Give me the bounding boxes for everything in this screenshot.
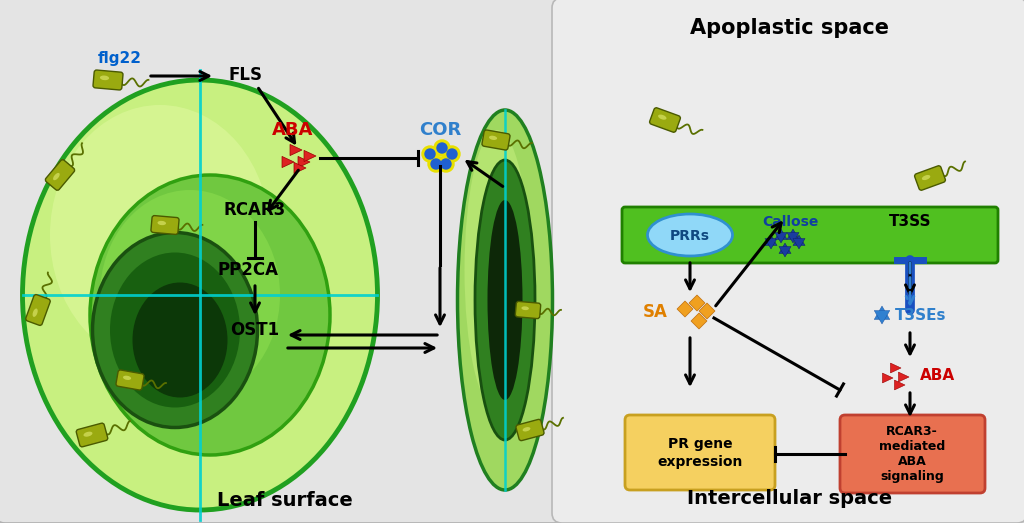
- Circle shape: [428, 156, 444, 172]
- Ellipse shape: [100, 190, 280, 400]
- FancyBboxPatch shape: [0, 0, 567, 523]
- Ellipse shape: [90, 175, 330, 455]
- Polygon shape: [304, 151, 316, 162]
- Text: Leaf surface: Leaf surface: [217, 491, 353, 509]
- Text: OST1: OST1: [230, 321, 280, 339]
- Polygon shape: [282, 156, 294, 167]
- Text: FLS: FLS: [228, 66, 262, 84]
- Ellipse shape: [84, 431, 92, 437]
- FancyBboxPatch shape: [552, 0, 1024, 523]
- Polygon shape: [891, 363, 901, 373]
- Polygon shape: [874, 306, 890, 320]
- FancyBboxPatch shape: [45, 160, 75, 190]
- Ellipse shape: [33, 309, 38, 317]
- Ellipse shape: [465, 130, 529, 410]
- Ellipse shape: [475, 160, 535, 440]
- FancyBboxPatch shape: [625, 415, 775, 490]
- Circle shape: [434, 140, 450, 156]
- FancyBboxPatch shape: [516, 419, 544, 441]
- Text: flg22: flg22: [98, 51, 142, 65]
- Text: SA: SA: [643, 303, 668, 321]
- Polygon shape: [765, 235, 777, 245]
- FancyBboxPatch shape: [151, 215, 179, 234]
- FancyBboxPatch shape: [76, 423, 108, 447]
- Ellipse shape: [92, 233, 257, 427]
- Polygon shape: [775, 233, 787, 243]
- Ellipse shape: [658, 115, 667, 120]
- Text: ABA: ABA: [272, 121, 313, 139]
- Polygon shape: [699, 303, 715, 319]
- Polygon shape: [290, 144, 302, 156]
- Ellipse shape: [489, 135, 497, 140]
- Polygon shape: [298, 156, 310, 167]
- Polygon shape: [786, 233, 799, 243]
- Polygon shape: [779, 243, 792, 254]
- Ellipse shape: [23, 80, 378, 510]
- Ellipse shape: [50, 105, 270, 365]
- Ellipse shape: [647, 214, 732, 256]
- Polygon shape: [793, 238, 805, 249]
- Ellipse shape: [100, 75, 110, 80]
- FancyBboxPatch shape: [649, 108, 680, 132]
- FancyBboxPatch shape: [26, 294, 50, 325]
- FancyBboxPatch shape: [914, 166, 945, 190]
- Circle shape: [425, 149, 435, 159]
- FancyBboxPatch shape: [515, 301, 541, 319]
- Text: RCAR3-
mediated
ABA
signaling: RCAR3- mediated ABA signaling: [879, 425, 945, 483]
- Circle shape: [447, 149, 457, 159]
- Ellipse shape: [522, 427, 530, 431]
- Polygon shape: [898, 372, 909, 382]
- Circle shape: [437, 143, 447, 153]
- Text: Intercellular space: Intercellular space: [687, 488, 893, 507]
- Polygon shape: [779, 246, 792, 257]
- Ellipse shape: [158, 221, 166, 225]
- Ellipse shape: [110, 253, 240, 407]
- Ellipse shape: [521, 306, 528, 310]
- Circle shape: [438, 156, 454, 172]
- Ellipse shape: [487, 200, 522, 400]
- Text: Apoplastic space: Apoplastic space: [690, 18, 890, 38]
- FancyBboxPatch shape: [482, 130, 510, 150]
- Text: ABA: ABA: [920, 369, 955, 383]
- Ellipse shape: [53, 173, 59, 180]
- Polygon shape: [883, 373, 893, 383]
- Polygon shape: [786, 229, 799, 240]
- Text: T3SEs: T3SEs: [895, 308, 946, 323]
- Text: COR: COR: [419, 121, 461, 139]
- Text: T3SS: T3SS: [889, 214, 931, 230]
- FancyBboxPatch shape: [93, 70, 123, 90]
- Text: PP2CA: PP2CA: [217, 261, 279, 279]
- FancyBboxPatch shape: [622, 207, 998, 263]
- Circle shape: [431, 159, 441, 169]
- Polygon shape: [874, 311, 890, 324]
- Ellipse shape: [458, 110, 553, 490]
- Text: PR gene
expression: PR gene expression: [657, 437, 742, 469]
- FancyBboxPatch shape: [116, 370, 144, 390]
- Ellipse shape: [123, 376, 131, 380]
- Ellipse shape: [922, 175, 930, 180]
- Polygon shape: [689, 295, 705, 311]
- Circle shape: [422, 146, 438, 162]
- Circle shape: [444, 146, 460, 162]
- Polygon shape: [691, 313, 707, 329]
- Ellipse shape: [132, 282, 227, 397]
- Polygon shape: [294, 163, 306, 174]
- Polygon shape: [793, 235, 805, 245]
- Polygon shape: [775, 229, 787, 240]
- Polygon shape: [765, 238, 777, 249]
- Circle shape: [441, 159, 451, 169]
- Text: Callose: Callose: [762, 215, 818, 229]
- Text: RCAR3: RCAR3: [224, 201, 286, 219]
- FancyBboxPatch shape: [840, 415, 985, 493]
- Polygon shape: [677, 301, 693, 317]
- Text: PRRs: PRRs: [670, 229, 710, 243]
- Polygon shape: [895, 380, 905, 390]
